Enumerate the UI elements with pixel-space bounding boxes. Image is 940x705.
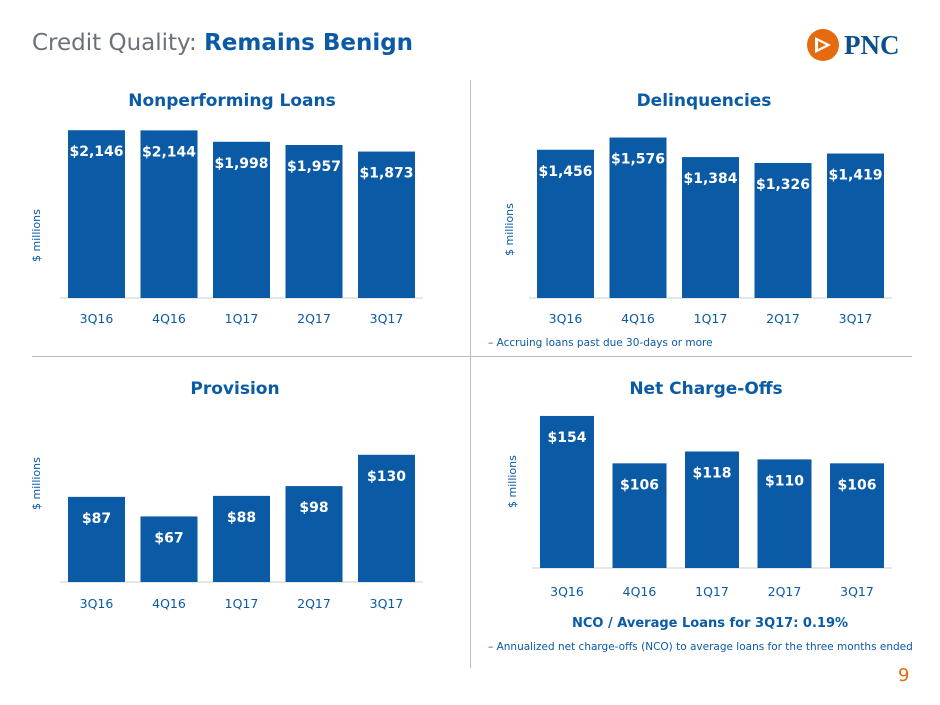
provision-title: Provision [190,379,280,399]
title-accent: Remains Benign [204,30,414,56]
page-title: Credit Quality: Remains Benign [32,30,413,56]
nco-data-label: $106 [838,477,877,493]
provision-bar-3q16 [68,496,125,582]
npl-bar-1q17 [213,141,270,298]
provision-bar-2q17 [285,486,343,582]
provision-tick-label: 1Q17 [225,596,259,611]
npl-tick-label: 1Q17 [225,311,259,326]
title-prefix: Credit Quality: [32,30,205,56]
delinq-tick-label: 3Q17 [839,311,873,326]
nco-ratio: NCO / Average Loans for 3Q17: 0.19% [572,616,849,631]
delinq-tick-label: 3Q16 [549,311,583,326]
provision-tick-label: 3Q16 [80,596,114,611]
npl-bar-3q17 [358,151,415,298]
npl-tick-label: 3Q17 [370,311,404,326]
delinq-tick-label: 4Q16 [621,311,655,326]
delinq-bar-3q17 [827,153,884,298]
nco-bar-1q17 [685,451,739,568]
nco-footnote: – Annualized net charge-offs (NCO) to av… [488,641,913,653]
npl-tick-label: 2Q17 [297,311,331,326]
nco-data-label: $154 [548,430,587,446]
provision-tick-label: 3Q17 [370,596,404,611]
nco-bar-2q17 [757,459,812,568]
delinq-data-label: $1,456 [538,164,592,180]
nco-bar-4q16 [612,463,667,568]
provision-data-label: $98 [299,500,328,516]
delinq-bar-2q17 [754,162,812,298]
delinq-data-label: $1,384 [683,171,737,187]
delinq-tick-label: 2Q17 [766,311,800,326]
nco-title: Net Charge-Offs [629,379,783,399]
delinq-footnote: – Accruing loans past due 30-days or mor… [488,337,713,349]
delinq-bar-1q17 [682,157,739,298]
provision-bar-4q16 [140,516,198,582]
pnc-logo: PNC [806,28,910,62]
provision-data-label: $88 [227,510,256,526]
npl-data-label: $1,957 [287,159,341,175]
npl-title: Nonperforming Loans [128,91,336,111]
page-number: 9 [898,665,910,686]
delinq-data-label: $1,576 [611,152,665,168]
npl-tick-label: 4Q16 [152,311,186,326]
provision-bar-3q17 [358,454,415,582]
provision-tick-label: 2Q17 [297,596,331,611]
npl-tick-label: 3Q16 [80,311,114,326]
nco-bar-3q17 [830,463,884,568]
delinq-data-label: $1,419 [828,168,882,184]
horizontal-divider [32,356,912,357]
npl-bar-4q16 [140,130,198,298]
nco-tick-label: 3Q16 [550,584,584,599]
npl-data-label: $1,998 [214,156,268,172]
delinq-data-label: $1,326 [756,177,810,193]
delinq-tick-label: 1Q17 [694,311,728,326]
delinq-title: Delinquencies [636,91,772,111]
provision-data-label: $130 [367,469,406,485]
delinq-bar-4q16 [609,137,667,298]
nco-data-label: $110 [765,473,804,489]
vertical-divider [470,80,471,668]
pnc-logo-icon [807,29,839,61]
npl-bar-2q17 [285,144,343,298]
nco-bar-3q16 [540,415,594,568]
delinq-bar-3q16 [537,149,594,298]
provision-tick-label: 4Q16 [152,596,186,611]
provision-bar-1q17 [213,495,270,582]
provision-data-label: $87 [82,511,111,527]
nco-tick-label: 2Q17 [768,584,802,599]
nco-tick-label: 1Q17 [695,584,729,599]
nco-tick-label: 4Q16 [623,584,657,599]
logo-text: PNC [844,30,900,60]
nco-data-label: $118 [693,465,732,481]
npl-data-label: $1,873 [359,166,413,182]
provision-data-label: $67 [154,530,183,546]
npl-bar-3q16 [68,130,125,298]
nco-data-label: $106 [620,477,659,493]
npl-data-label: $2,146 [69,144,123,160]
nco-tick-label: 3Q17 [840,584,874,599]
npl-data-label: $2,144 [142,144,196,160]
